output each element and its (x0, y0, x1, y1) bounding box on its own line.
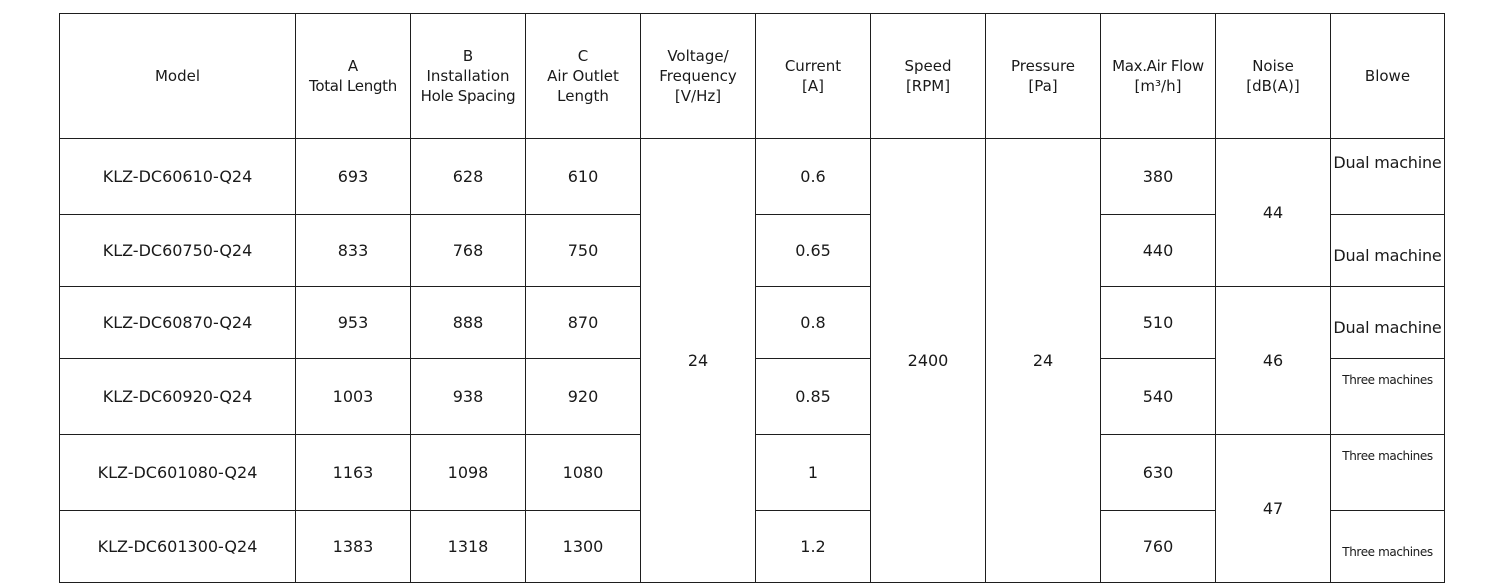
cell-voltage-merged: 24 (640, 138, 756, 583)
header-hole-spacing-label-1: Installation (426, 67, 510, 85)
header-model: Model (59, 13, 296, 139)
cell-air-flow: 440 (1100, 214, 1216, 287)
cell-air-flow: 540 (1100, 358, 1216, 435)
header-speed: Speed [RPM] (870, 13, 986, 139)
cell-noise-group-2: 46 (1215, 286, 1331, 435)
cell-total-length: 953 (295, 286, 411, 359)
cell-current: 0.85 (755, 358, 871, 435)
cell-total-length: 833 (295, 214, 411, 287)
table-header: Model A Total Length B Installation Hole… (59, 13, 1445, 139)
table-row: KLZ-DC60920-Q24 1003 938 920 0.85 540 Th… (59, 358, 1445, 435)
header-hole-spacing-label-2: Hole Spacing (420, 87, 516, 105)
cell-hole-spacing: 628 (410, 138, 526, 215)
cell-model: KLZ-DC601080-Q24 (59, 434, 296, 511)
cell-model: KLZ-DC60870-Q24 (59, 286, 296, 359)
header-noise-unit: [dB(A)] (1246, 77, 1300, 95)
cell-total-length: 693 (295, 138, 411, 215)
table-row: KLZ-DC60750-Q24 833 768 750 0.65 440 Dua… (59, 214, 1445, 287)
header-air-flow: Max.Air Flow [m³/h] (1100, 13, 1216, 139)
header-total-length-label: Total Length (309, 77, 397, 95)
header-outlet-length-letter: C (577, 47, 589, 65)
cell-outlet-length: 610 (525, 138, 641, 215)
cell-current: 1 (755, 434, 871, 511)
cell-air-flow: 380 (1100, 138, 1216, 215)
cell-hole-spacing: 768 (410, 214, 526, 287)
header-noise-label: Noise (1252, 57, 1294, 75)
cell-current: 1.2 (755, 510, 871, 583)
cell-air-flow: 630 (1100, 434, 1216, 511)
cell-blower: Dual machine (1330, 286, 1445, 359)
cell-current: 0.65 (755, 214, 871, 287)
cell-blower: Dual machine (1330, 138, 1445, 215)
cell-current: 0.6 (755, 138, 871, 215)
header-voltage-label-2: Frequency (659, 67, 737, 85)
cell-hole-spacing: 888 (410, 286, 526, 359)
header-current-unit: [A] (802, 77, 824, 95)
header-outlet-length: C Air Outlet Length (525, 13, 641, 139)
spec-table: Model A Total Length B Installation Hole… (59, 13, 1445, 583)
cell-blower: Three machines (1330, 358, 1445, 435)
header-air-flow-label: Max.Air Flow (1112, 57, 1204, 75)
header-air-flow-unit: [m³/h] (1134, 77, 1182, 95)
header-total-length-letter: A (347, 57, 359, 75)
header-voltage-unit: [V/Hz] (674, 87, 722, 105)
cell-total-length: 1383 (295, 510, 411, 583)
cell-noise-group-3: 47 (1215, 434, 1331, 583)
cell-total-length: 1163 (295, 434, 411, 511)
cell-model: KLZ-DC601300-Q24 (59, 510, 296, 583)
cell-noise-group-1: 44 (1215, 138, 1331, 287)
cell-speed-merged: 2400 (870, 138, 986, 583)
cell-air-flow: 760 (1100, 510, 1216, 583)
cell-outlet-length: 870 (525, 286, 641, 359)
cell-outlet-length: 1300 (525, 510, 641, 583)
cell-outlet-length: 920 (525, 358, 641, 435)
header-total-length: A Total Length (295, 13, 411, 139)
cell-air-flow: 510 (1100, 286, 1216, 359)
header-outlet-length-label-2: Length (557, 87, 609, 105)
header-pressure-label: Pressure (1010, 57, 1076, 75)
cell-hole-spacing: 938 (410, 358, 526, 435)
header-blower: Blowe (1330, 13, 1445, 139)
header-voltage: Voltage/ Frequency [V/Hz] (640, 13, 756, 139)
cell-blower: Dual machine (1330, 214, 1445, 287)
cell-outlet-length: 750 (525, 214, 641, 287)
header-speed-unit: [RPM] (905, 77, 951, 95)
header-current-label: Current (784, 57, 842, 75)
table-row: KLZ-DC60870-Q24 953 888 870 0.8 510 46 D… (59, 286, 1445, 435)
cell-outlet-length: 1080 (525, 434, 641, 511)
cell-total-length: 1003 (295, 358, 411, 435)
cell-hole-spacing: 1318 (410, 510, 526, 583)
header-pressure: Pressure [Pa] (985, 13, 1101, 139)
header-hole-spacing: B Installation Hole Spacing (410, 13, 526, 139)
cell-blower: Three machines (1330, 434, 1445, 511)
header-outlet-length-label-1: Air Outlet (547, 67, 619, 85)
header-voltage-label-1: Voltage/ (667, 47, 729, 65)
cell-hole-spacing: 1098 (410, 434, 526, 511)
header-speed-label: Speed (904, 57, 952, 75)
header-model-label: Model (154, 67, 201, 85)
table-body: KLZ-DC60610-Q24 693 628 610 24 0.6 2400 … (59, 138, 1445, 583)
cell-pressure-merged: 24 (985, 138, 1101, 583)
cell-current: 0.8 (755, 286, 871, 359)
header-current: Current [A] (755, 13, 871, 139)
table-row: KLZ-DC60610-Q24 693 628 610 24 0.6 2400 … (59, 138, 1445, 583)
cell-model: KLZ-DC60610-Q24 (59, 138, 296, 215)
cell-model: KLZ-DC60750-Q24 (59, 214, 296, 287)
header-noise: Noise [dB(A)] (1215, 13, 1331, 139)
header-pressure-unit: [Pa] (1028, 77, 1058, 95)
header-blower-label: Blowe (1364, 67, 1411, 85)
cell-model: KLZ-DC60920-Q24 (59, 358, 296, 435)
header-row: Model A Total Length B Installation Hole… (59, 13, 1445, 139)
header-hole-spacing-letter: B (462, 47, 474, 65)
cell-blower: Three machines (1330, 510, 1445, 583)
